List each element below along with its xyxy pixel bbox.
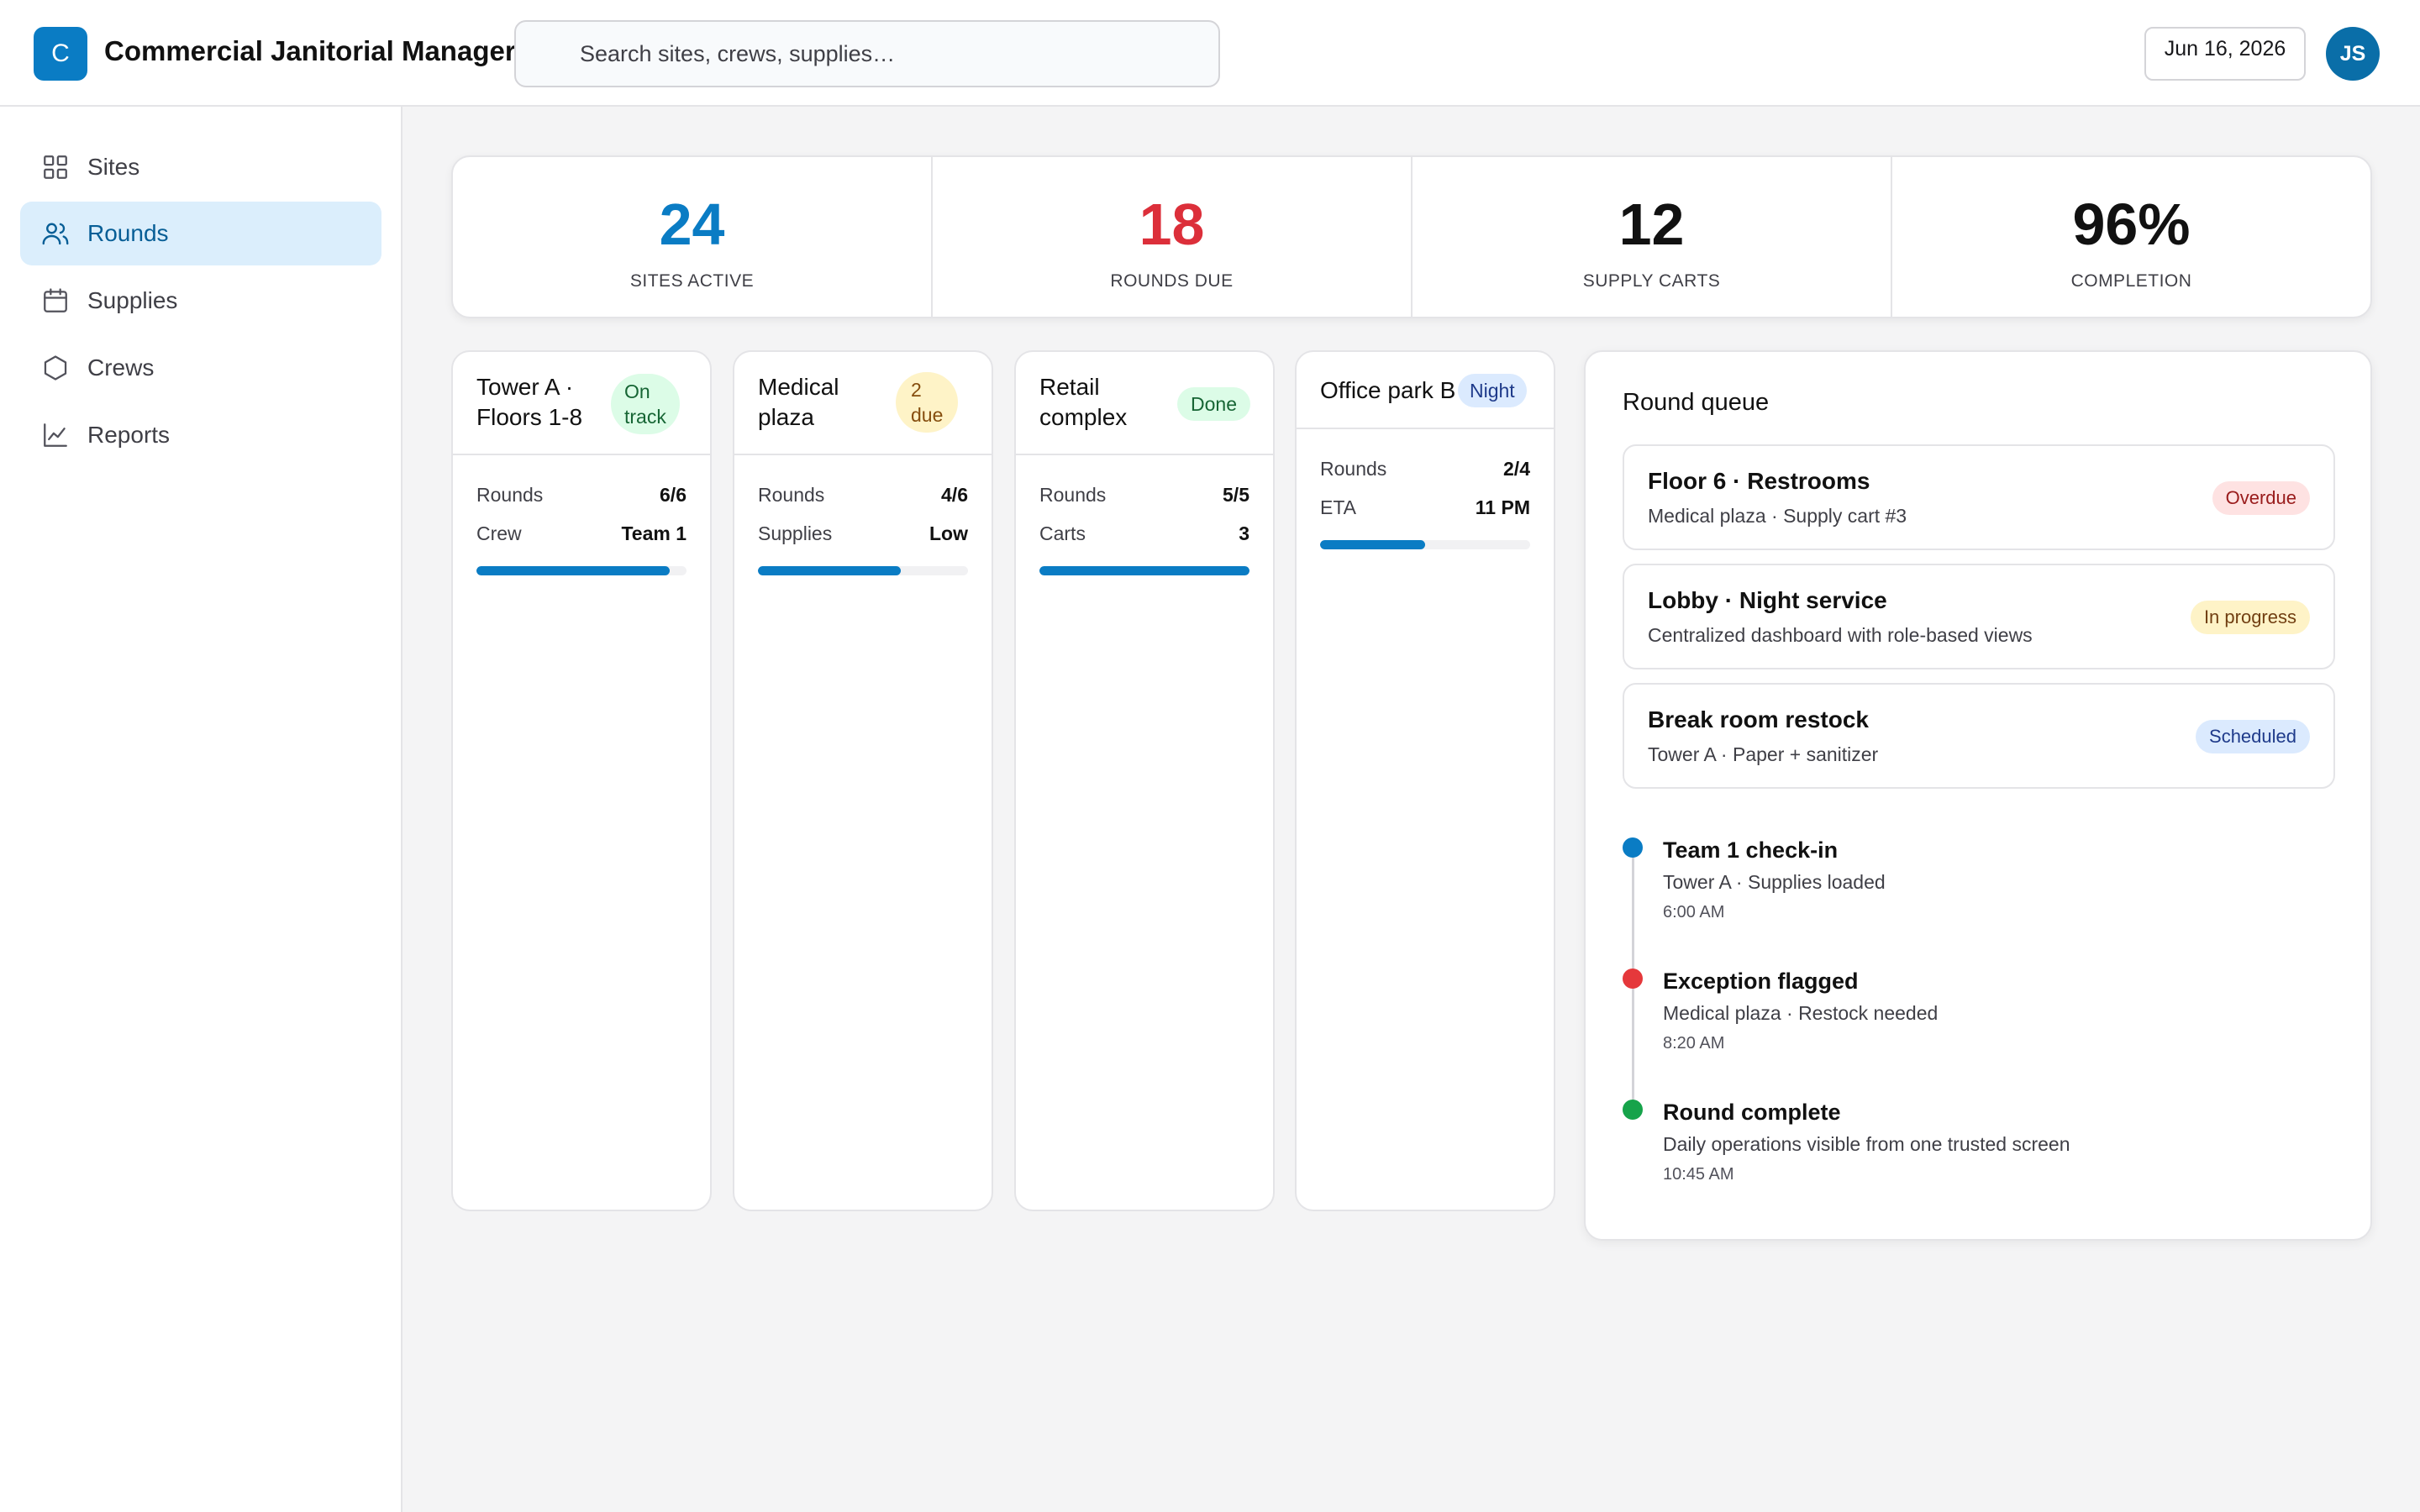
queue-item-title: Break room restock bbox=[1648, 706, 1870, 732]
timeline-subtitle: Tower A · Supplies loaded bbox=[1663, 871, 1886, 893]
row-value: 4/6 bbox=[941, 484, 968, 506]
site-card-retail-complex[interactable]: Retail complex Done Rounds 5/5 Carts 3 bbox=[1014, 350, 1275, 1211]
round-queue-panel: Round queue Floor 6 · Restrooms Medical … bbox=[1584, 350, 2372, 1241]
site-title: Tower A · Floors 1-8 bbox=[476, 374, 583, 430]
site-title: Office park B bbox=[1320, 377, 1456, 403]
timeline-dot bbox=[1623, 969, 1643, 989]
row-value: 5/5 bbox=[1223, 484, 1249, 506]
row-label: Rounds bbox=[1039, 484, 1107, 506]
status-badge: Night bbox=[1458, 374, 1527, 407]
row-value: 6/6 bbox=[660, 484, 687, 506]
stat-rounds-due: 18 ROUNDS DUE bbox=[933, 157, 1413, 317]
site-card-header: Retail complex Done bbox=[1016, 352, 1273, 455]
status-badge: Done bbox=[1177, 387, 1250, 421]
progress-bar bbox=[758, 566, 968, 575]
site-card-header: Tower A · Floors 1-8 On track bbox=[453, 352, 710, 455]
timeline-connector bbox=[1632, 851, 1634, 970]
sidebar-item-supplies[interactable]: Supplies bbox=[20, 269, 381, 333]
site-card-header: Medical plaza 2 due bbox=[734, 352, 992, 455]
timeline-dot bbox=[1623, 837, 1643, 858]
status-badge: 2 due bbox=[896, 372, 959, 433]
row-value: 3 bbox=[1239, 522, 1249, 544]
timeline-time: 8:20 AM bbox=[1663, 1034, 1725, 1053]
row-value: Low bbox=[929, 522, 968, 544]
timeline-connector bbox=[1632, 982, 1634, 1101]
queue-item-subtitle: Medical plaza · Supply cart #3 bbox=[1648, 505, 1907, 527]
stat-value: 24 bbox=[659, 192, 725, 257]
site-card-tower-a[interactable]: Tower A · Floors 1-8 On track Rounds 6/6 C… bbox=[451, 350, 712, 1211]
row-label: ETA bbox=[1320, 496, 1357, 518]
progress-bar bbox=[1320, 540, 1530, 549]
row-label: Crew bbox=[476, 522, 522, 544]
sidebar: Sites Rounds Supplies Crews Reports bbox=[0, 107, 402, 1512]
chart-line-icon bbox=[40, 420, 71, 450]
stat-completion: 96% COMPLETION bbox=[1892, 157, 2370, 317]
status-badge: Scheduled bbox=[2196, 720, 2310, 753]
timeline-time: 6:00 AM bbox=[1663, 903, 1725, 921]
timeline-title: Team 1 check-in bbox=[1663, 837, 1839, 863]
grid-icon bbox=[40, 152, 71, 182]
row-label: Carts bbox=[1039, 522, 1086, 544]
stat-value: 18 bbox=[1139, 192, 1205, 257]
queue-item-subtitle: Tower A · Paper + sanitizer bbox=[1648, 743, 1879, 765]
row-label: Supplies bbox=[758, 522, 833, 544]
queue-item[interactable]: Break room restock Tower A · Paper + san… bbox=[1623, 683, 2335, 789]
row-label: Rounds bbox=[758, 484, 825, 506]
queue-item-subtitle: Centralized dashboard with role-based vi… bbox=[1648, 624, 2033, 646]
app-title: Commercial Janitorial Manager bbox=[104, 35, 516, 66]
site-title: Medical plaza bbox=[758, 374, 839, 430]
stat-supply-carts: 12 SUPPLY CARTS bbox=[1413, 157, 1892, 317]
queue-item[interactable]: Lobby · Night service Centralized dashbo… bbox=[1623, 564, 2335, 669]
queue-item-title: Lobby · Night service bbox=[1648, 587, 1887, 613]
timeline-time: 10:45 AM bbox=[1663, 1165, 1734, 1184]
stat-label: SITES ACTIVE bbox=[629, 271, 755, 291]
top-bar: C Commercial Janitorial Manager Jun 16, … bbox=[0, 0, 2420, 107]
status-badge: On track bbox=[611, 374, 680, 434]
queue-title: Round queue bbox=[1623, 389, 1770, 416]
row-value: 11 PM bbox=[1475, 496, 1530, 518]
progress-bar bbox=[476, 566, 687, 575]
site-card-header: Office park B Night bbox=[1297, 352, 1554, 429]
site-card-medical-plaza[interactable]: Medical plaza 2 due Rounds 4/6 Supplies Lo… bbox=[733, 350, 993, 1211]
status-badge: Overdue bbox=[2212, 481, 2310, 515]
app-logo[interactable]: C bbox=[34, 27, 87, 81]
stat-value: 96% bbox=[2072, 192, 2191, 257]
site-title: Retail complex bbox=[1039, 374, 1128, 430]
stats-panel: 24 SITES ACTIVE 18 ROUNDS DUE 12 SUPPLY … bbox=[451, 155, 2372, 318]
users-icon bbox=[40, 218, 71, 249]
stat-label: COMPLETION bbox=[2070, 271, 2192, 291]
queue-item-title: Floor 6 · Restrooms bbox=[1648, 468, 1870, 494]
row-label: Rounds bbox=[1320, 458, 1387, 480]
sidebar-item-label: Sites bbox=[87, 154, 140, 180]
sidebar-item-rounds[interactable]: Rounds bbox=[20, 202, 381, 265]
sidebar-item-sites[interactable]: Sites bbox=[20, 135, 381, 199]
queue-item[interactable]: Floor 6 · Restrooms Medical plaza · Supp… bbox=[1623, 444, 2335, 550]
timeline-subtitle: Daily operations visible from one truste… bbox=[1663, 1133, 2070, 1155]
search-input[interactable] bbox=[514, 20, 1220, 87]
timeline-title: Round complete bbox=[1663, 1100, 1841, 1125]
stat-value: 12 bbox=[1618, 192, 1685, 257]
stat-sites-active: 24 SITES ACTIVE bbox=[453, 157, 933, 317]
sidebar-item-crews[interactable]: Crews bbox=[20, 336, 381, 400]
sidebar-item-label: Rounds bbox=[87, 220, 169, 246]
timeline-subtitle: Medical plaza · Restock needed bbox=[1663, 1002, 1939, 1024]
timeline-dot bbox=[1623, 1100, 1643, 1120]
stat-label: ROUNDS DUE bbox=[1110, 271, 1234, 291]
timeline-title: Exception flagged bbox=[1663, 969, 1859, 994]
row-value: Team 1 bbox=[621, 522, 687, 544]
row-label: Rounds bbox=[476, 484, 544, 506]
row-value: 2/4 bbox=[1503, 458, 1530, 480]
sidebar-item-reports[interactable]: Reports bbox=[20, 403, 381, 467]
progress-bar bbox=[1039, 566, 1249, 575]
stat-label: SUPPLY CARTS bbox=[1582, 271, 1721, 291]
avatar[interactable]: JS bbox=[2326, 27, 2380, 81]
sidebar-item-label: Reports bbox=[87, 422, 171, 448]
status-badge: In progress bbox=[2190, 601, 2310, 634]
calendar-icon bbox=[40, 286, 71, 316]
date-button[interactable]: Jun 16, 2026 bbox=[2144, 27, 2306, 81]
site-card-office-park-b[interactable]: Office park B Night Rounds 2/4 ETA 11 PM bbox=[1295, 350, 1555, 1211]
sidebar-item-label: Crews bbox=[87, 354, 155, 381]
hexagon-icon bbox=[40, 353, 71, 383]
sidebar-item-label: Supplies bbox=[87, 287, 178, 313]
